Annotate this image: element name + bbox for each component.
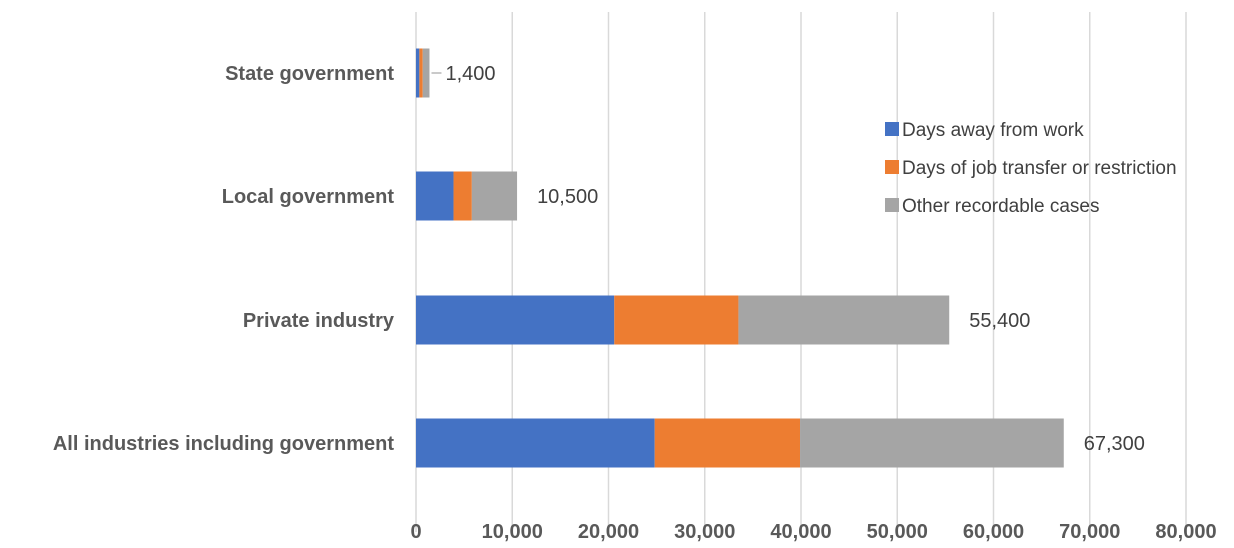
category-label: All industries including government: [53, 433, 394, 455]
bars: [416, 48, 1064, 468]
bar-segment: [614, 295, 739, 345]
category-label: Local government: [222, 186, 395, 208]
bar-segment: [738, 295, 950, 345]
x-axis-tick-labels: 0 10,000 20,000 30,000 40,000 50,000 60,000 70,…: [410, 521, 1216, 543]
bar-segment: [654, 418, 801, 468]
bar-segment: [416, 295, 615, 345]
bar-segment: [419, 48, 423, 98]
bar-segment: [471, 171, 518, 221]
total-label: 10,500: [537, 186, 598, 208]
total-label: 55,400: [969, 310, 1030, 332]
x-tick-label: 40,000: [770, 521, 831, 543]
legend-label: Other recordable cases: [902, 196, 1100, 217]
legend-swatch: [885, 198, 899, 212]
total-labels: 67,300 55,400 10,500 1,400: [431, 63, 1145, 455]
bar-segment: [453, 171, 472, 221]
x-tick-label: 0: [410, 521, 421, 543]
legend-swatch: [885, 160, 899, 174]
bar-segment: [416, 418, 655, 468]
total-label: 1,400: [445, 63, 495, 85]
bar-segment: [422, 48, 430, 98]
bar-segment: [416, 48, 420, 98]
legend-label: Days of job transfer or restriction: [902, 158, 1177, 179]
x-tick-label: 60,000: [963, 521, 1024, 543]
legend-label: Days away from work: [902, 120, 1084, 141]
x-tick-label: 80,000: [1155, 521, 1216, 543]
x-tick-label: 70,000: [1059, 521, 1120, 543]
bar-segment: [416, 171, 454, 221]
legend-swatch: [885, 122, 899, 136]
bar-segment: [800, 418, 1064, 468]
legend: Days away from work Days of job transfer …: [885, 120, 1177, 217]
x-tick-label: 30,000: [674, 521, 735, 543]
x-tick-label: 10,000: [482, 521, 543, 543]
gridlines: [415, 12, 1187, 532]
x-tick-label: 50,000: [867, 521, 928, 543]
total-label: 67,300: [1084, 433, 1145, 455]
x-tick-label: 20,000: [578, 521, 639, 543]
category-labels: All industries including government Priva…: [53, 63, 395, 455]
category-label: Private industry: [243, 310, 395, 332]
category-label: State government: [225, 63, 394, 85]
